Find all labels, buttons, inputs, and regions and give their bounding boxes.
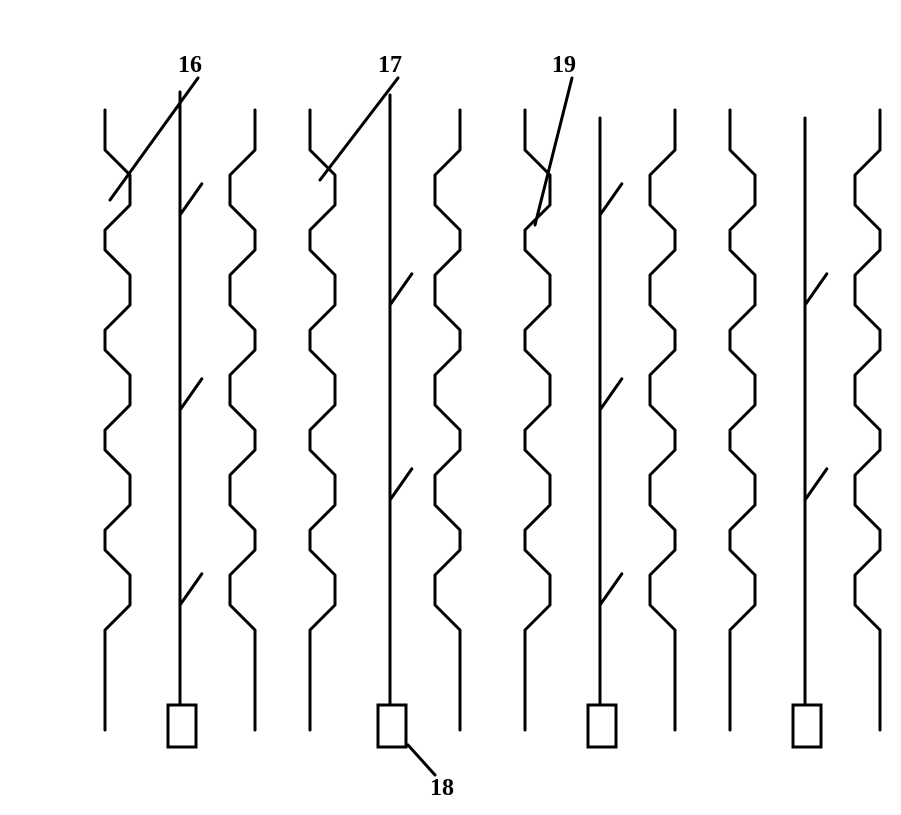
diagram-canvas: 16 17 19 18 bbox=[0, 0, 901, 815]
callout-label-19: 19 bbox=[552, 52, 576, 79]
callout-label-17: 17 bbox=[378, 52, 402, 79]
callout-label-16: 16 bbox=[178, 52, 202, 79]
callout-label-18: 18 bbox=[430, 775, 454, 802]
diagram-svg bbox=[0, 0, 901, 815]
